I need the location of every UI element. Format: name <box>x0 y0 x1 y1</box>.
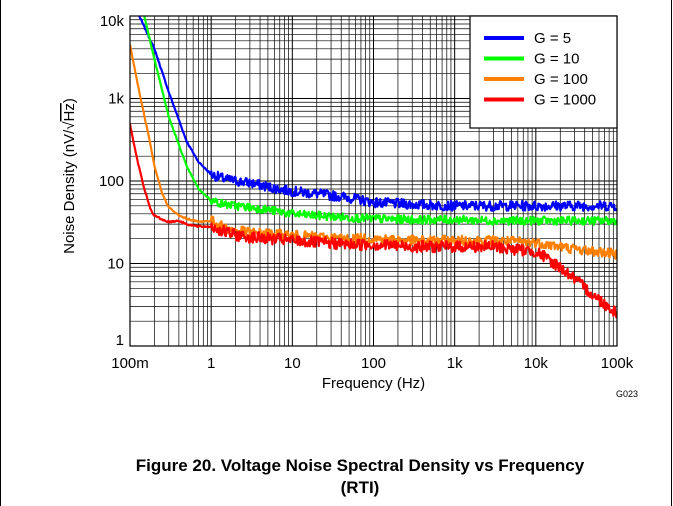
page-border-left <box>0 0 1 506</box>
legend-label: G = 5 <box>534 30 571 47</box>
y-tick-labels: 1 10 100 1k 10k <box>99 13 125 349</box>
y-axis-label: Noise Density (nV/√Hz) <box>61 98 78 254</box>
plot-frame <box>129 15 618 347</box>
y-axis-label-radical: √ <box>61 121 78 130</box>
series-layer <box>130 16 617 319</box>
series-line-3 <box>130 44 617 260</box>
series-line-4 <box>130 123 617 319</box>
legend: G = 5 G = 10 G = 100 G = 1000 <box>469 15 618 129</box>
x-tick-label: 10 <box>284 355 301 372</box>
legend-box <box>469 15 618 129</box>
y-axis-label-suffix: ) <box>61 98 78 103</box>
legend-label: G = 1000 <box>534 92 596 109</box>
y-tick-label: 1k <box>108 91 124 108</box>
legend-label: G = 10 <box>534 51 579 68</box>
figure-caption-line2: (RTI) <box>340 478 380 497</box>
figure-caption-line1: Figure 20. Voltage Noise Spectral Densit… <box>135 456 585 475</box>
y-axis-label-radicand: Hz <box>61 103 78 121</box>
x-tick-label: 100k <box>601 355 634 372</box>
series-line-1 <box>138 16 617 212</box>
y-axis-label-prefix: Noise Density (nV/ <box>61 129 78 254</box>
x-tick-label: 1k <box>447 355 463 372</box>
x-tick-label: 100 <box>361 355 386 372</box>
series-line-2 <box>143 16 617 226</box>
page-border-right <box>671 0 672 506</box>
figure-code: G023 <box>616 389 638 399</box>
x-tick-labels: 100m 1 10 100 1k 10k 100k <box>111 355 634 372</box>
y-tick-label: 10 <box>107 256 124 273</box>
x-tick-label: 1 <box>207 355 215 372</box>
noise-density-chart: 100m 1 10 100 1k 10k 100k 1 10 100 1k 10k Frequenc… <box>61 13 638 399</box>
x-tick-label: 10k <box>524 355 549 372</box>
y-tick-label: 10k <box>100 13 125 30</box>
y-tick-label: 100 <box>99 173 124 190</box>
x-tick-label: 100m <box>111 355 149 372</box>
legend-label: G = 100 <box>534 71 588 88</box>
x-axis-label: Frequency (Hz) <box>322 375 425 392</box>
y-tick-label: 1 <box>116 332 124 349</box>
